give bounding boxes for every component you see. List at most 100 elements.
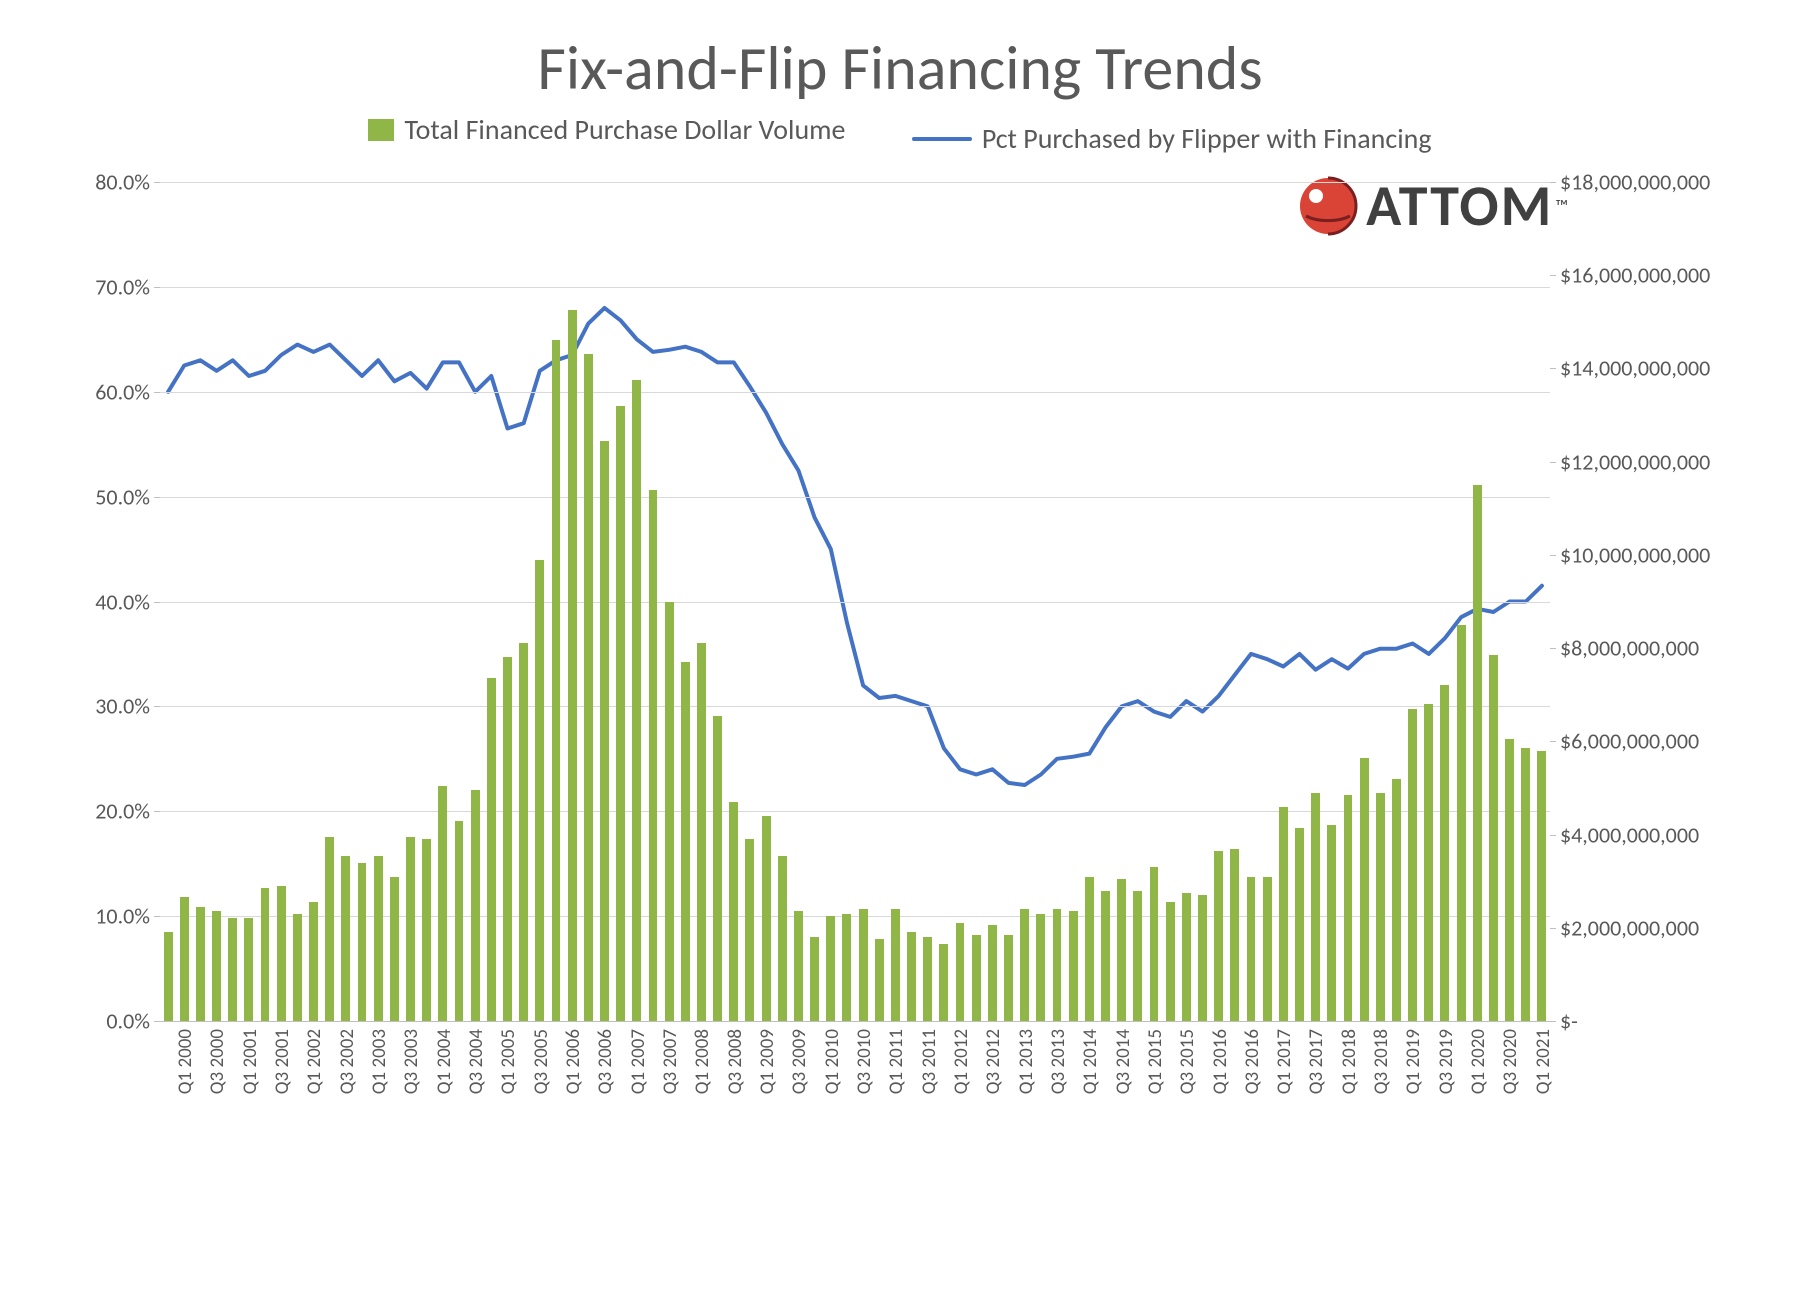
y-left-tick-label: 70.0% [50, 273, 150, 300]
bar [1360, 758, 1369, 1021]
bar [503, 657, 512, 1021]
bar [745, 839, 754, 1021]
y-right-tick-label: $- [1560, 1008, 1750, 1035]
bar [939, 944, 948, 1021]
line-path [168, 308, 1542, 785]
plot: Q1 2000Q3 2000Q1 2001Q3 2001Q1 2002Q3 20… [50, 162, 1750, 1162]
bar [438, 786, 447, 1021]
bar [1537, 751, 1546, 1021]
legend-line-label: Pct Purchased by Flipper with Financing [982, 121, 1432, 156]
y-right-tick [1550, 648, 1556, 649]
y-right-tick [1550, 835, 1556, 836]
bar [826, 916, 835, 1021]
bar [519, 643, 528, 1021]
bar [1247, 877, 1256, 1021]
y-right-tick [1550, 928, 1556, 929]
bar [762, 816, 771, 1021]
bar [261, 888, 270, 1021]
y-right-tick-label: $8,000,000,000 [1560, 635, 1750, 662]
bar [1295, 828, 1304, 1021]
bar [1085, 877, 1094, 1021]
y-right-tick-label: $6,000,000,000 [1560, 728, 1750, 755]
y-left-tick [154, 916, 160, 917]
bar [1344, 795, 1353, 1021]
bar [1133, 891, 1142, 1022]
bar [1327, 825, 1336, 1021]
bar [616, 406, 625, 1021]
y-right-tick-label: $12,000,000,000 [1560, 448, 1750, 475]
y-right-tick [1550, 368, 1556, 369]
bar [309, 902, 318, 1021]
y-right-tick-label: $16,000,000,000 [1560, 262, 1750, 289]
bar [1004, 935, 1013, 1021]
bar [164, 932, 173, 1021]
bar [568, 310, 577, 1021]
y-left-tick-label: 0.0% [50, 1008, 150, 1035]
grid-line [160, 392, 1550, 393]
y-right-tick [1550, 275, 1556, 276]
bar [196, 907, 205, 1021]
y-left-tick [154, 1021, 160, 1022]
bar [277, 886, 286, 1021]
bar [778, 856, 787, 1021]
legend-line-swatch [912, 137, 972, 141]
x-tick-label: Q1 2021 [1532, 1029, 1664, 1094]
bar [859, 909, 868, 1021]
bar [1408, 709, 1417, 1021]
bar [681, 662, 690, 1021]
bar [697, 643, 706, 1021]
bar [1489, 655, 1498, 1021]
bar [1440, 685, 1449, 1021]
bar [891, 909, 900, 1021]
y-left-tick-label: 40.0% [50, 588, 150, 615]
y-left-tick-label: 10.0% [50, 903, 150, 930]
bar [665, 602, 674, 1022]
y-left-tick-label: 50.0% [50, 483, 150, 510]
y-left-tick-label: 60.0% [50, 378, 150, 405]
y-left-tick [154, 497, 160, 498]
bar [988, 925, 997, 1021]
bar [358, 863, 367, 1021]
bar [180, 897, 189, 1021]
y-left-tick [154, 811, 160, 812]
bar [923, 937, 932, 1021]
bar [1053, 909, 1062, 1021]
y-left-tick-label: 30.0% [50, 693, 150, 720]
bar [390, 877, 399, 1021]
y-left-tick-label: 20.0% [50, 798, 150, 825]
bar [1279, 807, 1288, 1021]
bar [1150, 867, 1159, 1021]
bar [1036, 914, 1045, 1021]
legend-bar-swatch [368, 119, 394, 141]
bar [875, 939, 884, 1021]
bar [1230, 849, 1239, 1021]
bar [1457, 625, 1466, 1021]
bar [422, 839, 431, 1021]
bar [374, 856, 383, 1021]
bar [632, 380, 641, 1021]
bar [1263, 877, 1272, 1021]
bar [341, 856, 350, 1021]
y-right-tick-label: $2,000,000,000 [1560, 914, 1750, 941]
bar [293, 914, 302, 1021]
y-right-tick [1550, 555, 1556, 556]
legend-item-line: Pct Purchased by Flipper with Financing [912, 121, 1432, 156]
bar [713, 716, 722, 1021]
bar [972, 935, 981, 1021]
y-right-tick [1550, 1021, 1556, 1022]
bar [1020, 909, 1029, 1021]
y-left-tick [154, 602, 160, 603]
bar [552, 340, 561, 1021]
bar [244, 918, 253, 1021]
bar [1311, 793, 1320, 1021]
bar [1521, 748, 1530, 1021]
chart-legend: Total Financed Purchase Dollar Volume Pc… [40, 112, 1760, 156]
plot-area: Q1 2000Q3 2000Q1 2001Q3 2001Q1 2002Q3 20… [160, 182, 1550, 1022]
grid-line [160, 287, 1550, 288]
bar [956, 923, 965, 1021]
bar [1198, 895, 1207, 1021]
bar [1214, 851, 1223, 1021]
y-left-tick [154, 287, 160, 288]
bar [455, 821, 464, 1021]
chart-title: Fix-and-Flip Financing Trends [40, 30, 1760, 106]
